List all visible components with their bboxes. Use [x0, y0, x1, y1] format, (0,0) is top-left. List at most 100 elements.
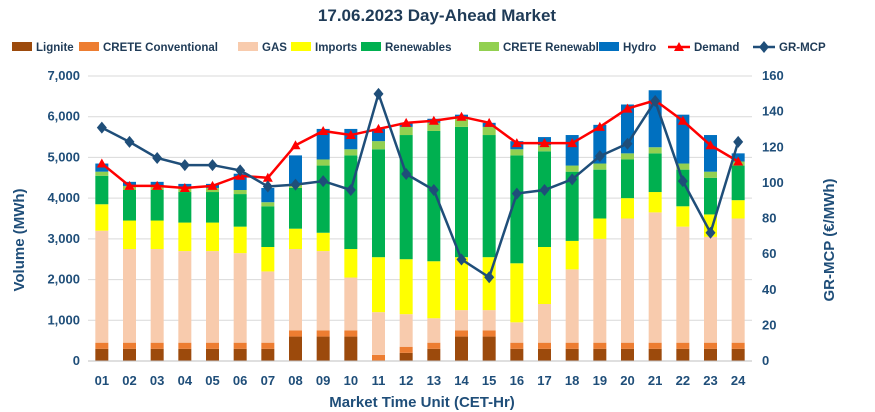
legend-label-gas: GAS	[262, 42, 287, 54]
y-axis-left: 0 1,000 2,000 3,000 4,000 5,000 6,000 7,000	[47, 68, 80, 368]
bar-gas	[676, 226, 690, 343]
x-tick-label: 12	[399, 373, 413, 388]
bar-lignite	[676, 348, 690, 361]
bar-crete-conventional	[95, 342, 109, 349]
bar-crete-renewables	[621, 153, 634, 160]
legend-swatch-crete-renewables	[479, 42, 499, 51]
bar-crete-conventional	[455, 330, 468, 337]
bar-lignite	[538, 348, 551, 361]
bar-crete-conventional	[510, 342, 524, 349]
bar-gas	[289, 249, 302, 331]
bar-gas	[704, 236, 717, 343]
point-demand	[290, 140, 301, 150]
bar-crete-conventional	[372, 354, 385, 361]
bar-lignite	[510, 348, 524, 361]
bar-lignite	[233, 348, 247, 361]
bar-imports	[316, 232, 330, 252]
point-demand	[677, 115, 688, 125]
x-tick-label: 04	[178, 373, 193, 388]
bar-crete-conventional	[676, 342, 690, 349]
bar-crete-conventional	[593, 342, 607, 349]
bar-crete-renewables	[316, 159, 330, 166]
bar-lignite	[593, 348, 607, 361]
y-axis-title: Volume (MWh)	[11, 188, 28, 291]
y2-tick-label: 40	[762, 282, 776, 297]
x-axis-title: Market Time Unit (CET-Hr)	[329, 394, 515, 411]
y2-tick-label: 80	[762, 211, 776, 226]
bar-imports	[731, 200, 745, 219]
bar-renewables	[593, 169, 607, 219]
y-tick-label: 7,000	[47, 68, 80, 83]
point-gr-mcp	[705, 226, 716, 239]
bar-gas	[538, 304, 551, 343]
point-demand	[179, 182, 190, 192]
bar-hydro	[676, 114, 690, 164]
bar-imports	[593, 218, 607, 239]
bar-crete-renewables	[538, 145, 551, 152]
bar-lignite	[123, 348, 136, 361]
legend-label-crete-renewables: CRETE Renewables	[503, 42, 612, 54]
bar-crete-renewables	[427, 122, 441, 131]
point-demand	[96, 158, 107, 168]
bar-lignite	[399, 352, 413, 361]
bar-crete-renewables	[565, 165, 579, 172]
point-demand	[622, 103, 633, 113]
bar-crete-renewables	[648, 147, 662, 154]
point-gr-mcp	[152, 151, 163, 164]
y2-tick-label: 60	[762, 246, 776, 261]
bar-hydro	[704, 135, 717, 172]
x-tick-label: 11	[372, 373, 386, 388]
bar-lignite	[482, 336, 496, 361]
bar-gas	[178, 251, 192, 343]
point-demand	[705, 140, 716, 150]
bar-gas	[482, 310, 496, 331]
bar-gas	[399, 314, 413, 347]
bar-imports	[455, 257, 468, 311]
bar-imports	[178, 222, 192, 252]
y2-tick-label: 100	[762, 175, 784, 190]
bar-imports	[233, 226, 247, 254]
x-tick-label: 02	[122, 373, 136, 388]
bar-renewables	[344, 155, 358, 250]
bar-crete-conventional	[123, 342, 136, 349]
point-gr-mcp	[318, 175, 329, 188]
bar-renewables	[731, 165, 745, 201]
point-gr-mcp	[345, 184, 356, 196]
bar-crete-conventional	[427, 342, 441, 349]
point-demand	[373, 123, 384, 133]
point-gr-mcp	[401, 167, 412, 180]
bar-lignite	[648, 348, 662, 361]
bar-lignite	[427, 348, 441, 361]
bar-lignite	[316, 336, 330, 361]
point-demand	[318, 125, 329, 135]
y-tick-label: 0	[73, 353, 80, 368]
bar-gas	[731, 218, 745, 343]
point-gr-mcp	[373, 87, 384, 100]
bar-renewables	[399, 135, 413, 260]
chart-title: 17.06.2023 Day-Ahead Market	[318, 6, 556, 25]
y-axis-right: 0 20 40 60 80 100 120 140 160	[762, 68, 784, 368]
point-demand	[124, 180, 135, 190]
bar-gas	[344, 277, 358, 331]
point-demand	[539, 138, 550, 148]
bar-gas	[316, 251, 330, 331]
bar-lignite	[731, 348, 745, 361]
y2-axis-title: GR-MCP (€/MWh)	[821, 178, 838, 301]
bar-imports	[344, 249, 358, 278]
bar-gas	[648, 212, 662, 343]
bar-lignite	[95, 348, 109, 361]
point-demand	[428, 115, 439, 125]
bar-gas	[510, 322, 524, 343]
bar-lignite	[455, 336, 468, 361]
x-tick-label: 18	[565, 373, 579, 388]
point-demand	[594, 121, 605, 131]
bar-renewables	[261, 206, 275, 247]
bar-imports	[621, 198, 634, 219]
bar-crete-conventional	[289, 330, 302, 337]
bar-crete-renewables	[676, 163, 690, 170]
bar-renewables	[95, 175, 109, 205]
point-gr-mcp	[677, 175, 688, 188]
bar-gas	[427, 318, 441, 343]
bar-crete-conventional	[316, 330, 330, 337]
bar-crete-renewables	[206, 187, 219, 193]
